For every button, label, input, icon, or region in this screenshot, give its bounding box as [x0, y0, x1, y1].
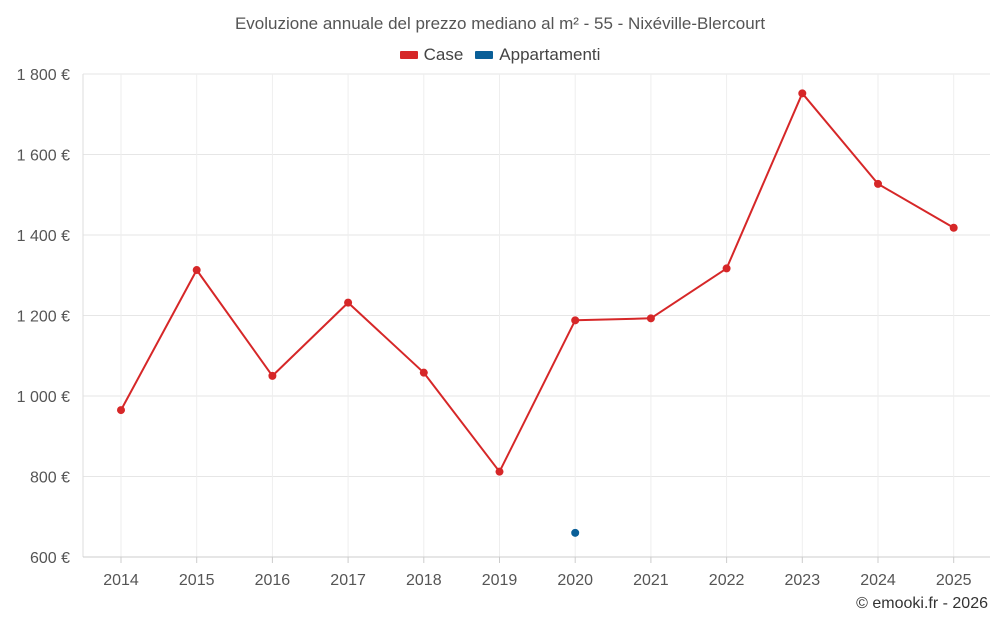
x-tick-label: 2020: [557, 572, 593, 589]
x-tick-label: 2024: [860, 572, 896, 589]
legend-swatch-case: [399, 51, 418, 59]
chart-title: Evoluzione annuale del prezzo mediano al…: [234, 14, 766, 33]
legend-label-appartamenti: Appartamenti: [499, 45, 601, 64]
data-point-case-2015[interactable]: [192, 266, 201, 275]
data-point-case-2023[interactable]: [798, 89, 807, 98]
y-tick-label: 1 800 €: [17, 67, 70, 84]
legend-label-case: Case: [423, 45, 464, 64]
x-tick-label: 2018: [406, 572, 442, 589]
y-tick-label: 1 400 €: [17, 228, 70, 245]
legend-item-case[interactable]: Case: [399, 45, 464, 65]
y-tick-label: 1 000 €: [17, 389, 70, 406]
y-tick-label: 1 200 €: [17, 309, 70, 326]
credit-text: © emooki.fr - 2026: [856, 595, 988, 612]
data-point-case-2024[interactable]: [874, 179, 882, 188]
data-point-case-2018[interactable]: [419, 368, 428, 377]
y-tick-label: 800 €: [30, 470, 70, 487]
x-tick-label: 2022: [709, 572, 745, 589]
data-point-case-2020[interactable]: [571, 316, 580, 325]
data-point-case-2021[interactable]: [646, 314, 655, 323]
x-tick-label: 2016: [255, 572, 291, 589]
y-tick-label: 600 €: [30, 550, 70, 567]
x-tick-label: 2021: [633, 572, 669, 589]
legend-swatch-appartamenti: [475, 51, 494, 59]
x-tick-label: 2019: [482, 572, 518, 589]
y-tick-label: 1 600 €: [17, 148, 70, 165]
data-point-case-2025[interactable]: [949, 223, 958, 232]
x-tick-label: 2023: [785, 572, 821, 589]
x-tick-label: 2014: [103, 572, 139, 589]
x-tick-label: 2017: [330, 572, 366, 589]
legend: Case Appartamenti: [0, 45, 1000, 65]
data-point-case-2017[interactable]: [344, 298, 353, 307]
data-point-case-2022[interactable]: [722, 264, 731, 273]
x-tick-label: 2015: [179, 572, 215, 589]
data-point-appartamenti-2020[interactable]: [571, 528, 580, 537]
x-tick-label: 2025: [936, 572, 972, 589]
series-line-case: [120, 92, 955, 473]
legend-item-appartamenti[interactable]: Appartamenti: [475, 45, 600, 65]
data-point-case-2016[interactable]: [268, 371, 277, 380]
data-point-case-2014[interactable]: [117, 406, 125, 415]
data-point-case-2019[interactable]: [495, 467, 504, 476]
